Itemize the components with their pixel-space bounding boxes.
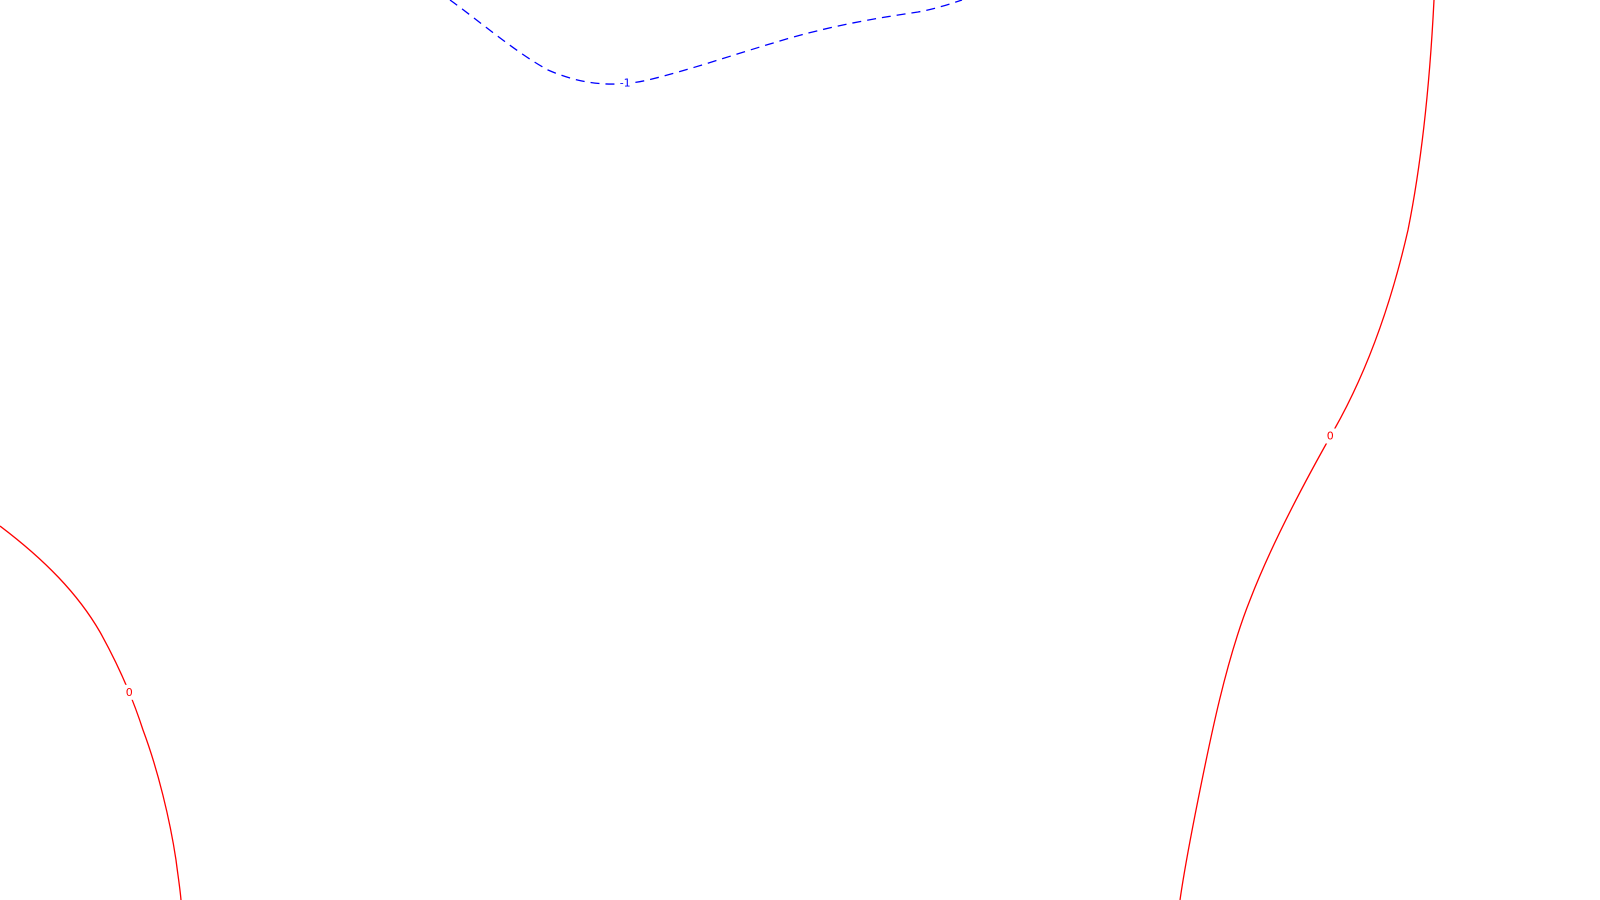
contour-label-background xyxy=(123,684,135,700)
contour-label-minus-1: -1 xyxy=(620,77,631,90)
contour-line-minus-1 xyxy=(449,0,963,85)
contour-label-background xyxy=(617,75,633,91)
contour-line-zero-left xyxy=(0,525,182,900)
contour-line-zero-right xyxy=(1179,0,1435,900)
contour-label-zero-left: 0 xyxy=(126,686,133,699)
contour-label-zero-right: 0 xyxy=(1327,430,1334,443)
contour-label-background xyxy=(1324,428,1336,444)
